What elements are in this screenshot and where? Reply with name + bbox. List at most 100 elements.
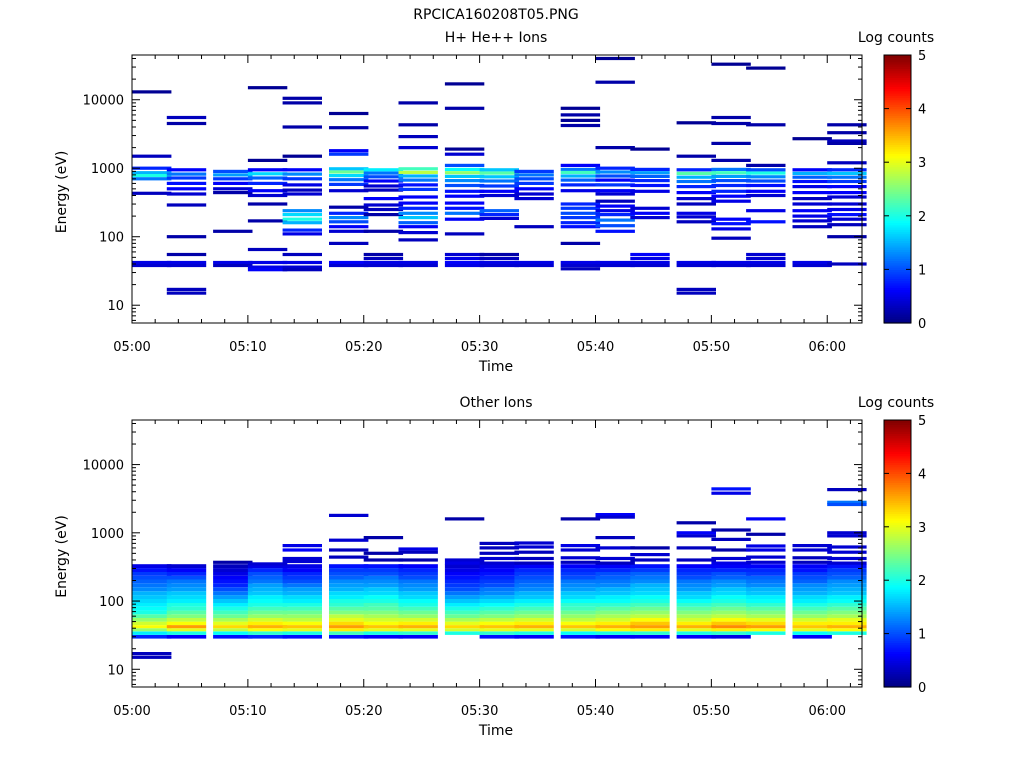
- spectrum-cell: [827, 168, 867, 172]
- spectrum-cell: [398, 587, 438, 592]
- colorbar-tick-label: 2: [918, 574, 926, 589]
- spectrum-cell: [444, 256, 485, 261]
- spectrum-cell: [676, 621, 716, 625]
- spectrum-cell: [676, 215, 716, 219]
- spectrum-cell: [398, 631, 438, 635]
- spectrum-cell: [792, 575, 832, 580]
- spectrum-cell: [247, 579, 288, 584]
- spectrum-cell: [711, 595, 751, 599]
- spectrum-cell: [595, 260, 635, 265]
- colorbar-gradient-step: [884, 442, 911, 446]
- y-tick-label: 100: [99, 231, 124, 246]
- spectrum-cell: [560, 621, 601, 625]
- colorbar-gradient-step: [884, 495, 911, 499]
- spectrum-cell: [676, 260, 716, 265]
- spectrum-cell: [398, 618, 438, 622]
- spectrum-cell: [166, 579, 207, 584]
- spectrum-cell: [514, 614, 554, 618]
- spectrum-cell: [630, 174, 670, 178]
- colorbar-gradient-step: [884, 115, 911, 119]
- spectrum-cell: [514, 541, 554, 545]
- spectrum-cell: [282, 559, 322, 564]
- spectrum-cell: [247, 265, 288, 269]
- spectrum-cell: [827, 161, 867, 165]
- spectrum-cell: [363, 572, 404, 576]
- spectrum-cell: [444, 263, 485, 268]
- spectrum-cell: [595, 199, 635, 203]
- colorbar-gradient-step: [884, 142, 911, 145]
- spectrum-cell: [711, 614, 751, 618]
- spectrum-cell: [746, 602, 786, 607]
- spectrum-cell: [711, 602, 751, 607]
- spectrum-cell: [282, 168, 322, 172]
- spectrum-cell: [363, 564, 404, 569]
- spectrum-cell: [514, 591, 554, 596]
- spectrum-cell: [166, 602, 207, 607]
- spectrum-cell: [827, 631, 867, 635]
- figure-title: RPCICA160208T05.PNG: [413, 7, 578, 23]
- colorbar-gradient-step: [884, 153, 911, 157]
- spectrum-cell: [676, 558, 716, 562]
- spectrum-cell: [132, 634, 172, 639]
- spectrum-cell: [746, 189, 786, 193]
- spectrum-cell: [792, 583, 832, 588]
- colorbar-gradient-step: [884, 506, 911, 510]
- colorbar-gradient-step: [884, 162, 911, 166]
- spectrum-cell: [746, 532, 786, 536]
- panel-title: H+ He++ Ions: [445, 30, 548, 46]
- spectrum-cell: [282, 154, 322, 158]
- spectrum-cell: [329, 548, 369, 552]
- spectrum-cell: [329, 211, 369, 215]
- spectrum-cell: [827, 500, 867, 504]
- colorbar-gradient-step: [884, 84, 911, 87]
- spectrum-cell: [630, 610, 670, 615]
- spectrum-cell: [676, 263, 716, 268]
- spectrum-cell: [363, 207, 404, 212]
- spectrum-cell: [746, 183, 786, 188]
- spectrum-cell: [514, 575, 554, 580]
- spectrum-cell: [282, 606, 322, 611]
- spectrum-cell: [746, 252, 786, 257]
- spectrum-cell: [676, 575, 716, 580]
- spectrum-cell: [282, 556, 322, 561]
- spectrum-cell: [711, 189, 751, 193]
- colorbar-gradient-step: [884, 562, 911, 566]
- spectrum-cell: [514, 561, 554, 565]
- spectrum-cell: [827, 545, 867, 549]
- colorbar-tick-label: 1: [918, 628, 926, 643]
- spectrum-cell: [444, 183, 485, 188]
- spectrum-cell: [514, 181, 554, 185]
- spectrum-cell: [827, 550, 867, 554]
- spectrum-cell: [792, 621, 832, 625]
- spectrum-cell: [329, 595, 369, 599]
- spectrum-cell: [329, 126, 369, 130]
- spectrum-cell: [514, 631, 554, 635]
- spectrum-cell: [282, 591, 322, 596]
- colorbar-gradient-step: [884, 193, 911, 197]
- spectrum-cell: [676, 287, 716, 291]
- spectrum-cell: [676, 564, 716, 569]
- colorbar-gradient-step: [884, 260, 911, 264]
- colorbar-gradient-step: [884, 658, 911, 661]
- colorbar-gradient-step: [884, 635, 911, 639]
- spectrum-cell: [560, 221, 601, 225]
- spectrum-cell: [363, 610, 404, 615]
- spectrum-cell: [132, 652, 172, 656]
- spectrum-cell: [711, 115, 751, 120]
- spectrum-cell: [560, 517, 601, 521]
- y-axis-ticks: [132, 58, 862, 321]
- colorbar-gradient-step: [884, 424, 911, 428]
- spectrum-cell: [398, 606, 438, 611]
- spectrum-cell: [363, 252, 404, 257]
- spectrum-cell: [630, 216, 670, 220]
- spectrum-cell: [363, 213, 404, 217]
- colorbar-gradient-step: [884, 453, 911, 457]
- spectrum-cell: [676, 197, 716, 201]
- spectrum-cell: [711, 537, 751, 541]
- colorbar-gradient-step: [884, 307, 911, 311]
- colorbar-gradient-step: [884, 300, 911, 304]
- spectrum-cell: [711, 561, 751, 565]
- colorbar-gradient-step: [884, 189, 911, 192]
- spectrum-cell: [363, 583, 404, 588]
